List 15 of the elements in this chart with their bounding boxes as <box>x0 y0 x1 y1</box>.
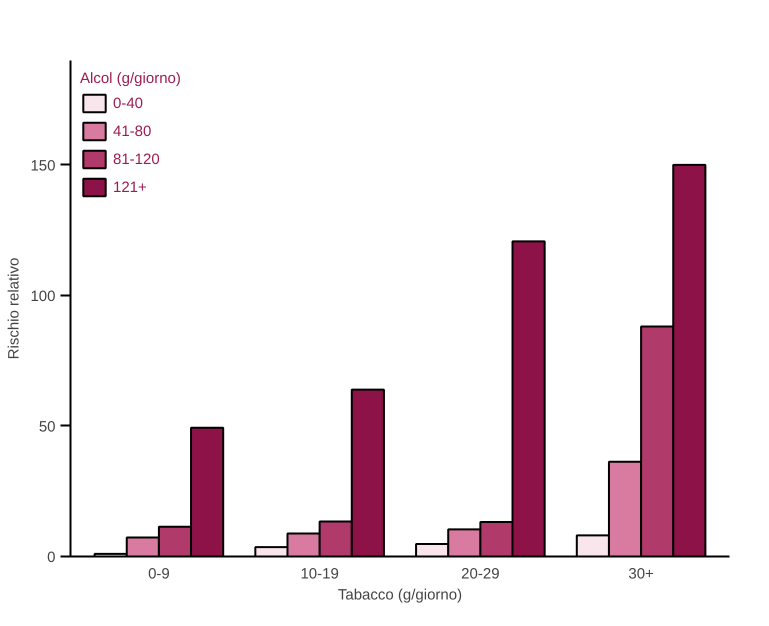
y-tick-label: 0 <box>47 549 56 566</box>
y-axis-title: Rischio relativo <box>5 258 22 360</box>
legend-label: 81-120 <box>113 150 160 168</box>
x-tick-label: 30+ <box>628 566 654 582</box>
legend-title: Alcol (g/giorno) <box>80 70 181 87</box>
y-tick-label: 50 <box>38 418 56 436</box>
y-tick-label: 100 <box>30 288 56 305</box>
legend-label: 0-40 <box>113 94 144 112</box>
x-tick-label: 0-9 <box>148 566 170 582</box>
y-tick-label: 150 <box>30 157 56 174</box>
legend-label: 41-80 <box>113 122 152 140</box>
x-axis-title: Tabacco (g/giorno) <box>338 586 462 604</box>
x-tick-label: 10-19 <box>300 566 339 582</box>
legend-label: 121+ <box>113 178 147 196</box>
x-tick-label: 20-29 <box>461 566 500 582</box>
